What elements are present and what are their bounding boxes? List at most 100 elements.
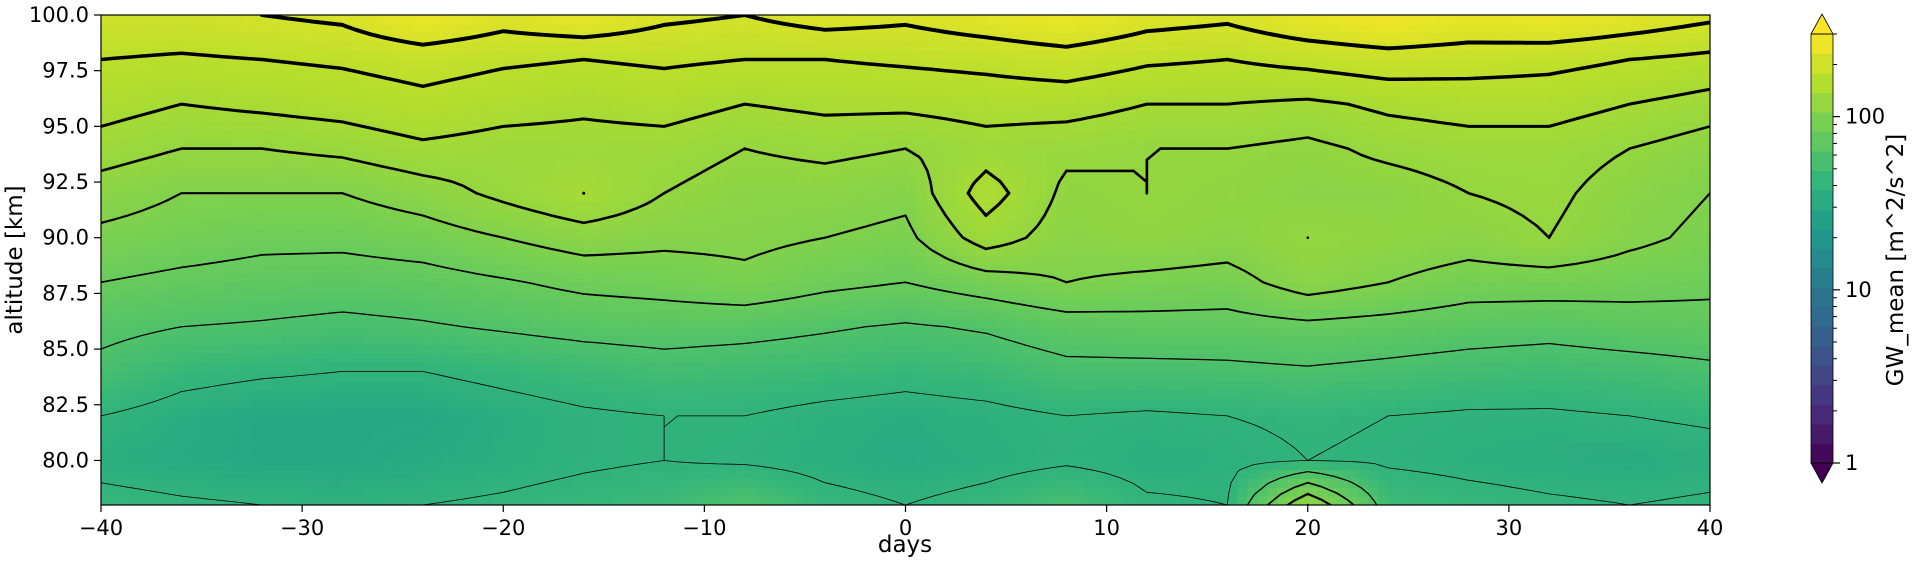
heatmap-cell	[261, 228, 273, 239]
heatmap-cell	[1177, 255, 1188, 266]
heatmap-cell	[171, 353, 183, 364]
heatmap-cell	[965, 496, 977, 505]
heatmap-cell	[1287, 371, 1299, 381]
heatmap-cell	[1368, 300, 1379, 310]
heatmap-cell	[513, 433, 524, 444]
heatmap-cell	[362, 371, 374, 381]
heatmap-cell	[251, 300, 263, 310]
heatmap-cell	[613, 478, 625, 488]
heatmap-cell	[1398, 246, 1409, 257]
heatmap-cell	[1518, 496, 1530, 505]
heatmap-cell	[915, 228, 927, 239]
heatmap-cell	[1539, 353, 1550, 364]
heatmap-cell	[583, 273, 595, 283]
heatmap-cell	[644, 389, 655, 399]
heatmap-cell	[221, 264, 233, 274]
heatmap-cell	[925, 380, 937, 390]
heatmap-cell	[1518, 353, 1530, 364]
heatmap-cell	[1559, 335, 1570, 346]
heatmap-cell	[1106, 469, 1118, 479]
heatmap-cell	[493, 496, 504, 505]
heatmap-cell	[1257, 317, 1269, 328]
heatmap-cell	[1327, 237, 1339, 248]
heatmap-cell	[1549, 264, 1560, 274]
heatmap-cell	[1368, 282, 1379, 292]
heatmap-cell	[261, 442, 273, 453]
heatmap-cell	[1116, 478, 1128, 488]
heatmap-cell	[764, 317, 776, 328]
heatmap-cell	[593, 309, 605, 319]
heatmap-cell	[1528, 451, 1540, 462]
heatmap-cell	[664, 451, 675, 462]
heatmap-cell	[1539, 380, 1550, 390]
heatmap-cell	[965, 371, 977, 381]
heatmap-cell	[1468, 344, 1480, 355]
heatmap-cell	[342, 219, 354, 230]
heatmap-cell	[1368, 237, 1379, 248]
heatmap-cell	[191, 344, 203, 355]
heatmap-cell	[955, 300, 967, 310]
heatmap-cell	[1559, 407, 1570, 417]
heatmap-cell	[1187, 344, 1198, 355]
heatmap-cell	[231, 496, 243, 505]
heatmap-cell	[1307, 228, 1319, 239]
heatmap-cell	[392, 344, 404, 355]
heatmap-cell	[1096, 389, 1108, 399]
heatmap-cell	[332, 255, 343, 266]
heatmap-cell	[543, 353, 555, 364]
heatmap-cell	[422, 317, 434, 328]
heatmap-cell	[583, 415, 595, 426]
heatmap-cell	[1187, 335, 1198, 346]
heatmap-cell	[754, 335, 766, 346]
heatmap-cell	[332, 228, 343, 239]
heatmap-cell	[463, 496, 474, 505]
heatmap-cell	[1528, 460, 1540, 470]
heatmap-cell	[1247, 398, 1259, 408]
heatmap-cell	[332, 398, 343, 408]
heatmap-cell	[1257, 255, 1269, 266]
heatmap-cell	[1327, 228, 1339, 239]
heatmap-cell	[905, 460, 917, 470]
heatmap-cell	[1247, 264, 1259, 274]
heatmap-cell	[1498, 309, 1510, 319]
heatmap-cell	[1227, 451, 1238, 462]
heatmap-cell	[1528, 433, 1540, 444]
heatmap-cell	[895, 371, 907, 381]
heatmap-cell	[463, 433, 474, 444]
heatmap-cell	[955, 487, 967, 497]
heatmap-cell	[101, 389, 112, 399]
heatmap-cell	[1699, 246, 1710, 257]
heatmap-cell	[282, 362, 293, 372]
heatmap-cell	[1207, 309, 1218, 319]
heatmap-cell	[1418, 442, 1430, 453]
heatmap-cell	[563, 389, 575, 399]
heatmap-cell	[1528, 264, 1540, 274]
heatmap-cell	[734, 451, 746, 462]
heatmap-cell	[704, 407, 716, 417]
heatmap-cell	[985, 371, 997, 381]
heatmap-cell	[1358, 496, 1369, 505]
heatmap-cell	[764, 326, 776, 337]
heatmap-cell	[754, 291, 766, 301]
heatmap-cell	[1166, 398, 1178, 408]
heatmap-cell	[1217, 317, 1228, 328]
heatmap-cell	[221, 344, 233, 355]
heatmap-cell	[282, 309, 293, 319]
heatmap-cell	[1388, 264, 1399, 274]
heatmap-cell	[845, 389, 856, 399]
heatmap-cell	[1046, 282, 1057, 292]
heatmap-cell	[1307, 273, 1319, 283]
heatmap-cell	[422, 442, 434, 453]
heatmap-cell	[372, 460, 384, 470]
heatmap-cell	[422, 496, 434, 505]
heatmap-cell	[1498, 496, 1510, 505]
heatmap-cell	[1559, 433, 1570, 444]
heatmap-cell	[1237, 380, 1249, 390]
heatmap-cell	[1166, 415, 1178, 426]
heatmap-cell	[1649, 246, 1661, 257]
heatmap-cell	[1478, 469, 1490, 479]
heatmap-cell	[1629, 433, 1641, 444]
heatmap-cell	[372, 309, 384, 319]
heatmap-cell	[1418, 237, 1430, 248]
heatmap-cell	[392, 282, 404, 292]
